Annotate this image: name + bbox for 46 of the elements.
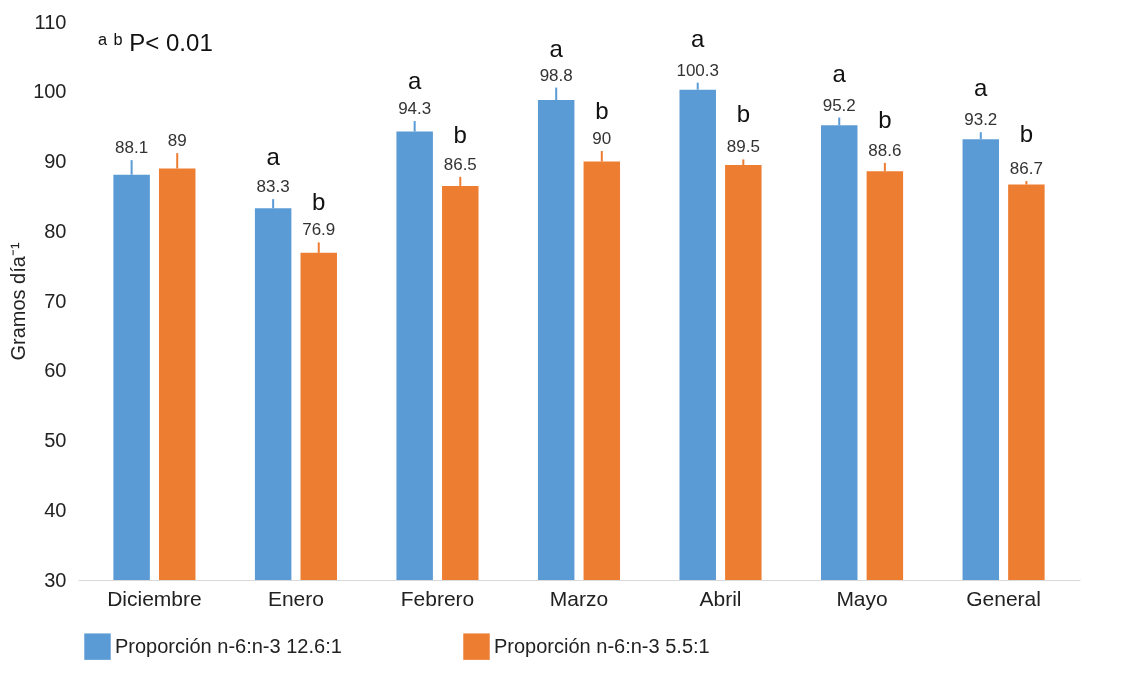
data-label: 76.9 (302, 220, 336, 240)
y-tick-label: 50 (44, 429, 67, 451)
annotation: a (832, 60, 847, 88)
data-label: 98.8 (539, 65, 573, 85)
annotation: b (453, 120, 467, 148)
annotation: ᵃ ᵇ P< 0.01 (98, 29, 213, 56)
data-label: 90 (592, 129, 612, 149)
y-tick-label: 40 (44, 498, 67, 521)
y-tick-label: 100 (33, 80, 67, 103)
y-tick-label: 110 (34, 10, 67, 33)
data-label: 86.5 (443, 154, 477, 174)
data-label: 88.1 (115, 138, 149, 158)
data-label: 83.3 (256, 177, 290, 197)
legend-label: Proporción n-6:n-3 12.6:1 (115, 634, 342, 657)
y-axis-title: Gramos día⁻¹ (7, 242, 30, 361)
annotation: b (1019, 119, 1034, 147)
y-tick-label: 30 (44, 568, 67, 591)
annotation: a (691, 24, 706, 52)
y-tick-label: 60 (44, 359, 67, 382)
annotation: b (595, 96, 609, 124)
x-tick-label: Febrero (400, 586, 475, 610)
x-tick-label: Abril (699, 586, 742, 610)
annotation: a (266, 143, 281, 171)
annotation: a (974, 74, 989, 102)
y-tick-label: 80 (44, 219, 67, 242)
data-label: 100.3 (676, 60, 719, 80)
annotation: a (407, 66, 422, 94)
x-tick-label: Enero (267, 586, 324, 610)
data-label: 95.2 (822, 95, 856, 115)
annotation: a (549, 35, 564, 63)
data-label: 88.6 (868, 140, 902, 160)
y-tick-label: 90 (44, 150, 67, 172)
x-tick-label: General (966, 586, 1041, 610)
x-tick-label: Diciembre (107, 586, 202, 610)
annotation: b (312, 187, 326, 215)
data-label: 94.3 (398, 99, 432, 119)
data-label: 93.2 (964, 110, 998, 130)
y-tick-label: 70 (44, 289, 67, 312)
annotation: b (736, 99, 751, 127)
data-label: 89.5 (726, 137, 760, 157)
data-label: 89 (167, 131, 187, 151)
annotation: b (878, 106, 892, 134)
x-tick-label: Marzo (549, 586, 609, 610)
data-label: 86.7 (1009, 159, 1043, 179)
x-tick-label: Mayo (836, 586, 888, 610)
legend-label: Proporción n-6:n-3 5.5:1 (494, 634, 710, 657)
